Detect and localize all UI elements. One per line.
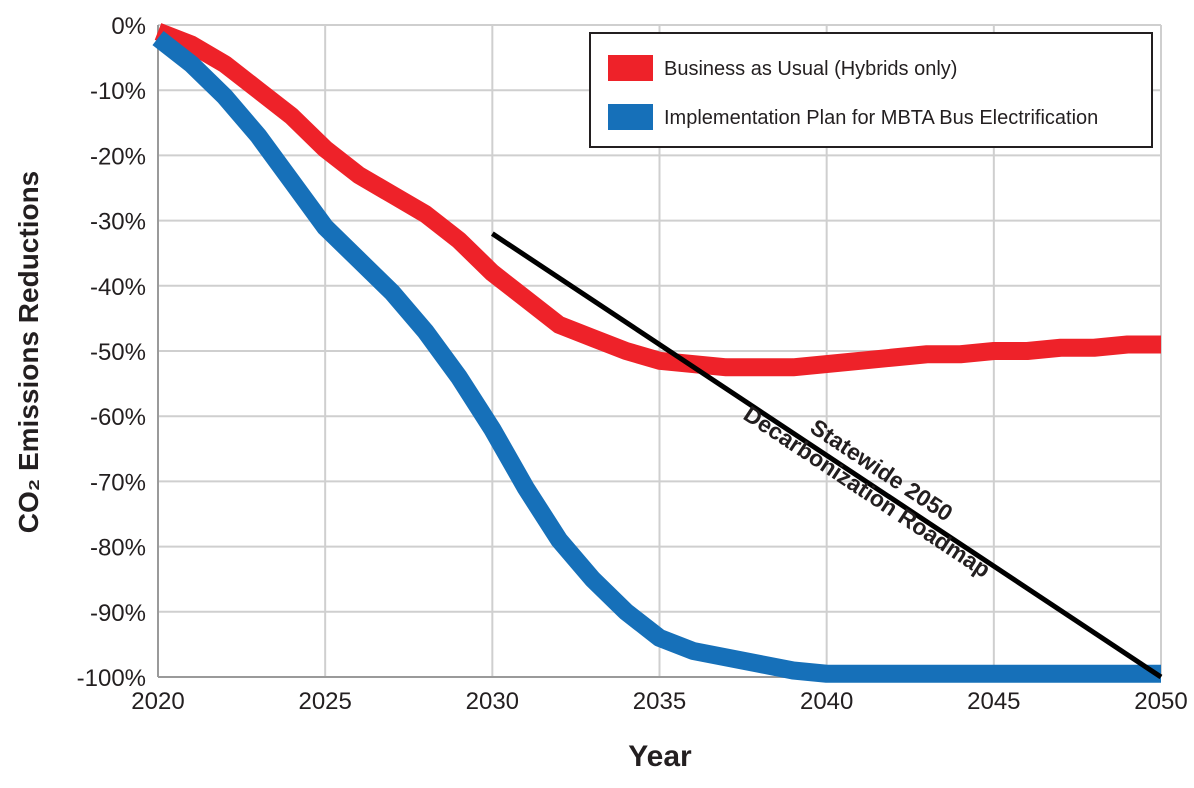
y-tick-label: 0% — [111, 13, 146, 40]
legend-box — [589, 32, 1153, 148]
roadmap-label: Decarbonization Roadmap — [739, 401, 995, 583]
x-tick-label: 2050 — [1134, 688, 1187, 715]
roadmap-line — [490, 231, 1163, 680]
x-tick-label: 2025 — [298, 688, 351, 715]
y-axis-label: CO₂ Emissions Reductions — [13, 171, 44, 534]
y-tick-label: -20% — [90, 143, 146, 170]
legend-label: Implementation Plan for MBTA Bus Electri… — [664, 107, 1098, 129]
x-axis-label: Year — [628, 740, 692, 773]
y-tick-label: -40% — [90, 274, 146, 301]
series-line — [154, 23, 1161, 377]
legend: Business as Usual (Hybrids only) Implemen… — [589, 32, 1153, 148]
x-tick-label: 2020 — [131, 688, 184, 715]
y-tick-label: -30% — [90, 209, 146, 236]
y-tick-label: -60% — [90, 404, 146, 431]
legend-label: Business as Usual (Hybrids only) — [664, 58, 957, 80]
y-tick-label: -70% — [90, 469, 146, 496]
legend-swatch — [608, 55, 653, 81]
x-tick-label: 2030 — [466, 688, 519, 715]
y-tick-label: -100% — [77, 665, 146, 692]
y-tick-label: -10% — [90, 78, 146, 105]
x-tick-label: 2035 — [633, 688, 686, 715]
y-tick-label: -80% — [90, 535, 146, 562]
y-tick-label: -90% — [90, 600, 146, 627]
x-tick-label: 2040 — [800, 688, 853, 715]
y-tick-label: -50% — [90, 339, 146, 366]
legend-swatch — [608, 104, 653, 130]
x-tick-label: 2045 — [967, 688, 1020, 715]
series-line — [152, 30, 1161, 683]
